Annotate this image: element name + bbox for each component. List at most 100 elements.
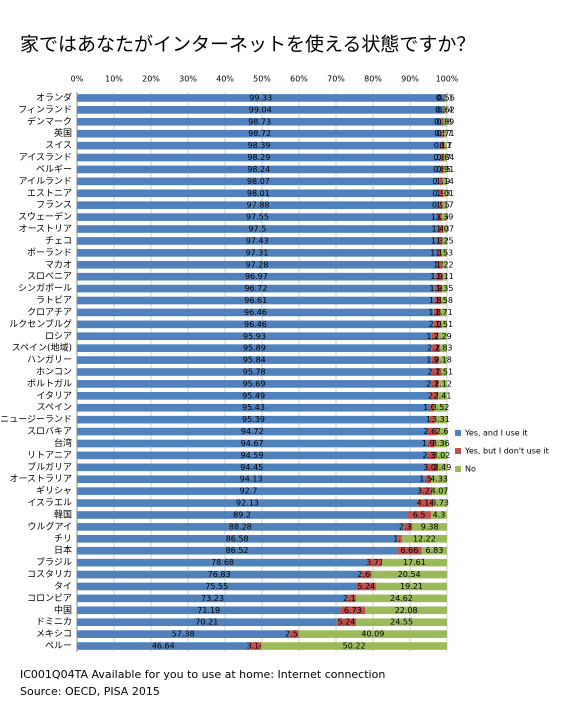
value-label: 71.19 [197,606,220,615]
value-label: 98.72 [248,129,271,138]
value-label: 0.62 [437,105,455,114]
y-tick-label: ロシア [45,332,72,342]
value-label: 1.07 [436,225,454,234]
source: Source: OECD, PISA 2015 [20,685,160,698]
value-label: 1.17 [436,201,454,210]
y-tick-label: スイス [45,141,72,151]
y-tick-label: ハンガリー [27,355,72,366]
value-label: 0.84 [437,153,455,162]
value-label: 17.61 [403,558,426,567]
x-tick-label: 0% [71,75,84,84]
y-tick-label: ホンコン [36,367,72,378]
y-tick-label: コロンビア [27,593,72,604]
y-tick-label: スロバキア [27,426,72,437]
value-label: 94.13 [240,475,263,484]
value-label: 0.71 [437,129,455,138]
value-label: 1.71 [435,308,453,317]
y-tick-label: メキシコ [36,630,72,640]
value-label: 96.97 [245,272,268,281]
value-label: 6.66 [401,546,419,555]
value-label: 70.21 [195,618,218,627]
value-label: 78.68 [211,558,234,567]
value-label: 3.02 [433,451,451,460]
value-label: 98.73 [248,117,271,126]
value-label: 1.01 [436,189,454,198]
value-label: 95.39 [242,415,265,424]
value-label: 5.24 [357,582,375,591]
value-label: 4.07 [431,487,449,496]
y-tick-label: スウェーデン [18,211,72,223]
value-label: 9.38 [421,522,439,531]
value-label: 4.33 [430,475,448,484]
value-label: 40.09 [361,630,384,639]
value-label: 4.3 [433,510,446,519]
y-tick-label: フランス [36,200,72,211]
value-label: 99.04 [249,105,272,114]
value-label: 3.36 [432,439,450,448]
value-label: 97.5 [248,225,266,234]
value-label: 12.22 [413,534,436,543]
value-label: 2.41 [434,391,452,400]
x-tick-label: 30% [179,75,197,84]
value-label: 0.91 [436,165,454,174]
value-label: 0.7 [439,141,452,150]
y-tick-label: スロベニア [27,272,72,282]
y-tick-label: ラトビア [36,295,72,306]
y-tick-label: ウルグアイ [27,520,72,532]
value-label: 3.71 [366,558,384,567]
value-label: 94.72 [241,427,264,436]
value-label: 3.73 [431,499,449,508]
value-label: 96.46 [244,308,267,317]
y-tick-label: イタリア [36,390,72,401]
value-label: 75.55 [205,582,228,591]
value-label: 57.38 [172,630,195,639]
value-label: 0.89 [436,117,454,126]
x-tick-label: 100% [436,75,459,84]
x-tick-label: 20% [142,75,160,84]
value-label: 2.18 [434,356,452,365]
value-label: 20.54 [398,570,421,579]
y-tick-label: リトアニア [27,451,72,461]
value-label: 95.43 [242,403,265,412]
value-label: 6.83 [425,546,443,555]
y-tick-label: フィンランド [18,104,72,115]
chart-title: 家ではあなたがインターネットを使える状態ですか？ [20,34,475,56]
value-label: 98.24 [247,165,270,174]
value-label: 86.52 [226,546,249,555]
legend-label: Yes, and I use it [464,429,528,438]
value-label: 6.5 [413,510,426,519]
x-tick-label: 80% [364,75,382,84]
value-label: 6.73 [344,606,362,615]
value-label: 95.89 [243,344,266,353]
value-label: 76.83 [208,570,231,579]
value-label: 89.2 [233,510,251,519]
y-tick-label: 日本 [54,544,72,556]
legend-swatch [455,466,461,472]
y-tick-label: ルクセンブルグ [9,318,72,330]
x-tick-label: 90% [401,75,419,84]
value-label: 88.28 [229,522,252,531]
value-label: 95.69 [243,379,266,388]
y-tick-label: スペイン(地域) [12,342,72,354]
x-tick-label: 10% [105,75,123,84]
value-label: 24.55 [390,618,413,627]
x-tick-label: 70% [327,75,345,84]
value-label: 98.39 [248,141,271,150]
y-tick-label: 韓国 [54,509,72,520]
y-tick-label: マカオ [45,259,72,270]
value-label: 95.84 [243,356,266,365]
value-label: 97.55 [246,213,269,222]
value-label: 73.23 [201,594,224,603]
value-label: 3.52 [432,403,450,412]
legend-swatch [455,448,461,454]
legend-swatch [455,430,461,436]
value-label: 94.67 [241,439,264,448]
value-label: 1.11 [436,272,454,281]
value-label: 3.31 [432,415,450,424]
value-label: 96.72 [244,284,267,293]
footnote: IC001Q04TA Available for you to use at h… [20,668,385,681]
x-tick-label: 60% [290,75,308,84]
value-label: 22.08 [395,606,418,615]
x-tick-label: 40% [216,75,234,84]
value-label: 1.25 [436,236,454,245]
